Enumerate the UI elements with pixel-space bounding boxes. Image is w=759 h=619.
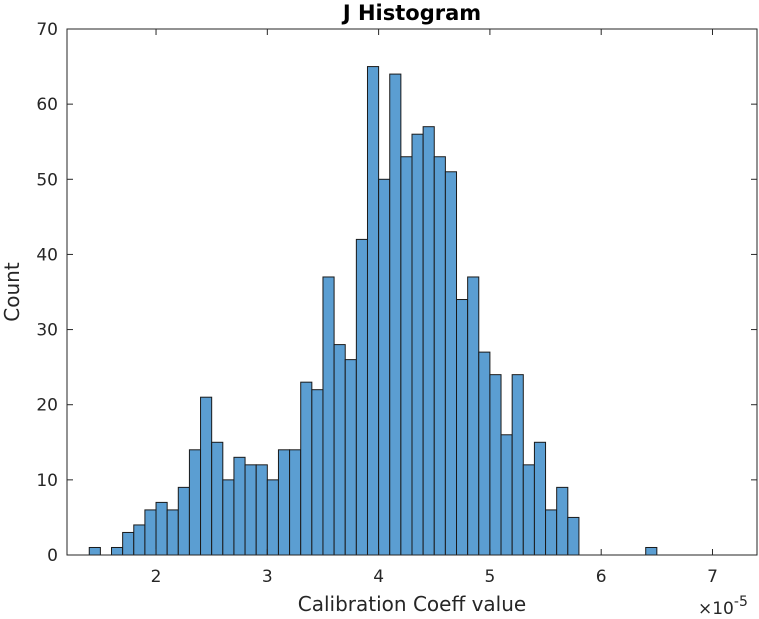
chart-title: J Histogram (341, 1, 481, 25)
histogram-bar (467, 276, 480, 556)
plot-box (66, 28, 758, 556)
histogram-bar (211, 441, 224, 556)
y-tick-label: 30 (36, 321, 58, 341)
histogram-bar (478, 351, 491, 556)
histogram-bar (88, 546, 101, 556)
histogram-bar (289, 449, 302, 556)
histogram-bar (645, 546, 658, 556)
histogram-bar (444, 171, 458, 556)
histogram-bar (456, 299, 469, 556)
histogram-bar (133, 524, 146, 556)
histogram-bar (344, 359, 357, 556)
histogram-bar (233, 456, 246, 556)
bars-group (88, 66, 658, 556)
histogram-bar (311, 389, 324, 556)
x-axis-label: Calibration Coeff value (298, 592, 526, 616)
histogram-bar (200, 396, 213, 556)
x-axis-exponent-base: ×10 (698, 599, 734, 619)
histogram-bar (355, 238, 368, 556)
y-axis-label: Count (0, 262, 24, 322)
histogram-bar (188, 449, 202, 556)
histogram-bar (333, 344, 346, 556)
x-tick-label: 2 (151, 567, 162, 587)
y-tick-label: 70 (36, 20, 58, 40)
histogram-bar (545, 509, 558, 556)
histogram-bar (244, 464, 257, 556)
histogram-bar (433, 156, 446, 556)
histogram-bar (277, 449, 291, 556)
y-ticks-group: 0 10 20 30 40 50 60 70 (36, 20, 757, 566)
histogram-bar (166, 509, 179, 556)
x-tick-label: 4 (373, 567, 384, 587)
y-tick-label: 40 (36, 245, 58, 265)
histogram-bar (300, 381, 313, 556)
histogram-bar (389, 73, 402, 556)
histogram-bar (155, 501, 168, 556)
histogram-bar (122, 531, 135, 556)
histogram-bar (522, 464, 535, 556)
histogram-bar (411, 133, 424, 556)
x-tick-label: 6 (596, 567, 607, 587)
histogram-bar (511, 374, 524, 556)
x-axis-exponent-power: -5 (734, 594, 748, 610)
histogram-bar (266, 479, 279, 556)
histogram-bar (489, 374, 502, 556)
x-tick-label: 5 (484, 567, 495, 587)
histogram-bar (177, 486, 190, 556)
x-tick-label: 3 (262, 567, 273, 587)
y-tick-label: 60 (36, 95, 58, 115)
y-tick-label: 20 (36, 396, 58, 416)
y-tick-label: 50 (36, 170, 58, 190)
histogram-bar (500, 434, 513, 556)
histogram-bar (533, 441, 547, 556)
x-tick-label: 7 (707, 567, 718, 587)
histogram-bar (322, 276, 335, 556)
histogram-bar (556, 486, 569, 556)
y-tick-label: 10 (36, 471, 58, 491)
y-tick-label: 0 (47, 546, 58, 566)
histogram-bar (400, 156, 413, 556)
histogram-bar (366, 66, 380, 556)
histogram-bar (378, 178, 391, 556)
histogram-bar (222, 479, 235, 556)
histogram-bar (144, 509, 157, 556)
histogram-bar (255, 464, 268, 556)
histogram-bar (567, 516, 580, 556)
x-axis-exponent: ×10-5 (698, 594, 748, 619)
axes-group (66, 28, 758, 556)
histogram-bar (111, 546, 124, 556)
histogram-bar (422, 126, 435, 556)
x-ticks-group: 2 3 4 5 6 7 (151, 29, 718, 587)
